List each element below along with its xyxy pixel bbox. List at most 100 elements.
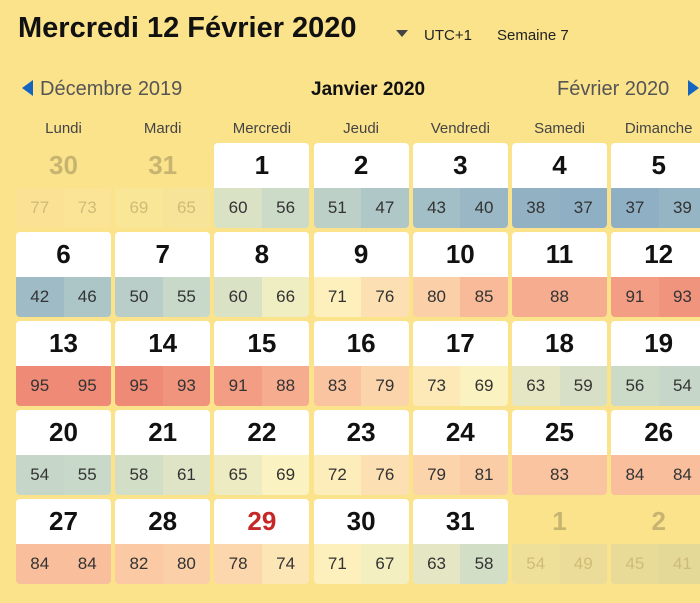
day-value: 95	[63, 366, 111, 406]
day-value: 84	[611, 455, 659, 495]
day-value: 79	[361, 366, 409, 406]
day-number: 18	[512, 321, 607, 366]
day-value: 67	[361, 544, 409, 584]
day-value: 74	[261, 544, 310, 584]
next-month[interactable]: Février 2020	[557, 78, 670, 100]
day-value: 76	[361, 277, 409, 317]
day-cell[interactable]: 8 60 66	[214, 232, 310, 317]
day-cell[interactable]: 31 69 65	[115, 143, 211, 228]
day-cell[interactable]: 28 82 80	[115, 499, 211, 584]
day-number: 9	[313, 232, 409, 277]
day-cell[interactable]: 15 91 88	[214, 321, 310, 406]
day-value: 58	[115, 455, 163, 495]
day-cell[interactable]: 1 54 49	[512, 499, 607, 584]
day-cell[interactable]: 17 73 69	[412, 321, 508, 406]
day-value: 61	[162, 455, 211, 495]
day-value: 73	[412, 366, 461, 406]
dropdown-arrow[interactable]	[396, 30, 408, 38]
day-value: 45	[611, 544, 659, 584]
day-value: 55	[63, 455, 111, 495]
day-cell[interactable]: 9 71 76	[313, 232, 409, 317]
day-cell[interactable]: 30 77 73	[16, 143, 111, 228]
day-number: 2	[313, 143, 409, 188]
day-cell[interactable]: 23 72 76	[313, 410, 409, 495]
day-value: 83	[313, 366, 362, 406]
day-value: 56	[261, 188, 310, 228]
weekday-label: Jeudi	[343, 120, 380, 137]
day-value: 63	[412, 544, 461, 584]
day-cell[interactable]: 14 95 93	[115, 321, 211, 406]
day-value: 88	[261, 366, 310, 406]
day-number: 30	[16, 143, 111, 188]
day-value: 41	[658, 544, 700, 584]
day-cell[interactable]: 24 79 81	[412, 410, 508, 495]
day-value: 69	[460, 366, 508, 406]
day-value: 49	[559, 544, 607, 584]
day-value: 56	[611, 366, 659, 406]
weekday-label: Dimanche	[624, 120, 693, 137]
day-cell[interactable]: 18 63 59	[512, 321, 607, 406]
day-cell[interactable]: 7 50 55	[115, 232, 211, 317]
next-arrow[interactable]	[688, 80, 700, 96]
day-number: 23	[313, 410, 409, 455]
day-cell[interactable]: 30 71 67	[313, 499, 409, 584]
day-value: 50	[115, 277, 163, 317]
day-number: 20	[16, 410, 111, 455]
day-cell[interactable]: 21 58 61	[115, 410, 211, 495]
day-value: 84	[658, 455, 700, 495]
day-cell[interactable]: 4 38 37	[512, 143, 607, 228]
day-number: 14	[115, 321, 211, 366]
day-cell[interactable]: 20 54 55	[16, 410, 111, 495]
day-number: 12	[611, 232, 700, 277]
day-cell[interactable]: 31 63 58	[412, 499, 508, 584]
day-value: 95	[16, 366, 64, 406]
day-cell[interactable]: 2 51 47	[313, 143, 409, 228]
day-cell[interactable]: 3 43 40	[412, 143, 508, 228]
day-value: 60	[214, 277, 262, 317]
prev-month[interactable]: Décembre 2019	[40, 78, 183, 100]
day-cell[interactable]: 6 42 46	[16, 232, 111, 317]
day-cell[interactable]: 2 45 41	[611, 499, 700, 584]
day-cell[interactable]: 26 84 84	[611, 410, 700, 495]
day-cell[interactable]: 25 83	[512, 410, 607, 495]
day-value: 71	[313, 544, 362, 584]
day-cell[interactable]: 16 83 79	[313, 321, 409, 406]
day-number: 24	[412, 410, 508, 455]
day-number: 11	[512, 232, 607, 277]
day-value: 55	[162, 277, 211, 317]
day-cell[interactable]: 29 78 74	[214, 499, 310, 584]
day-number: 10	[412, 232, 508, 277]
day-value: 65	[214, 455, 262, 495]
day-value: 85	[460, 277, 508, 317]
day-value: 51	[313, 188, 362, 228]
day-cell[interactable]: 13 95 95	[16, 321, 111, 406]
day-value: 84	[16, 544, 64, 584]
weekday-label: Lundi	[45, 120, 82, 137]
day-cell[interactable]: 1 60 56	[214, 143, 310, 228]
day-cell[interactable]: 11 88	[512, 232, 607, 317]
date-title[interactable]: Mercredi 12 Février 2020	[18, 12, 357, 44]
day-cell[interactable]: 12 91 93	[611, 232, 700, 317]
day-number: 17	[412, 321, 508, 366]
day-value: 84	[63, 544, 111, 584]
day-value: 93	[162, 366, 211, 406]
weekday-label: Mercredi	[232, 120, 292, 137]
day-value: 66	[261, 277, 310, 317]
day-value: 38	[512, 188, 560, 228]
day-cell[interactable]: 19 56 54	[611, 321, 700, 406]
weekday-label: Mardi	[143, 120, 182, 137]
day-value: 71	[313, 277, 362, 317]
day-value: 78	[214, 544, 262, 584]
prev-arrow[interactable]	[22, 80, 34, 96]
day-number: 1	[214, 143, 310, 188]
day-value: 46	[63, 277, 111, 317]
day-cell[interactable]: 10 80 85	[412, 232, 508, 317]
day-value: 54	[512, 544, 560, 584]
day-cell[interactable]: 27 84 84	[16, 499, 111, 584]
day-value: 72	[313, 455, 362, 495]
day-number: 31	[115, 143, 211, 188]
day-value: 76	[361, 455, 409, 495]
day-cell[interactable]: 5 37 39	[611, 143, 700, 228]
day-value: 69	[261, 455, 310, 495]
day-cell[interactable]: 22 65 69	[214, 410, 310, 495]
